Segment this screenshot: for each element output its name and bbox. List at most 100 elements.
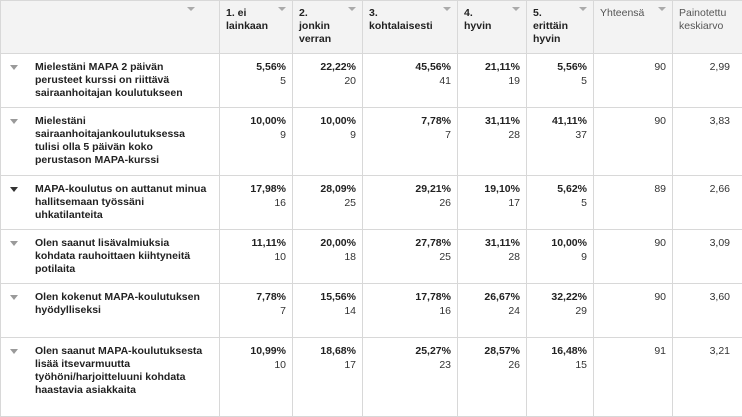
table-row: MAPA-koulutus on auttanut minua hallitse… <box>1 176 742 230</box>
count-value: 25 <box>363 250 457 264</box>
question-cell: MAPA-koulutus on auttanut minua hallitse… <box>1 176 220 230</box>
column-header-4-hyvin[interactable]: 4. hyvin <box>458 1 527 54</box>
column-header-painotettu-keskiarvo[interactable]: Painotettu keskiarvo <box>673 1 742 54</box>
count-value: 5 <box>527 196 593 210</box>
percent-value: 11,11% <box>220 230 292 250</box>
percent-value: 41,11% <box>527 108 593 128</box>
total-value: 89 <box>594 176 672 196</box>
percent-value: 25,27% <box>363 338 457 358</box>
total-value: 90 <box>594 108 672 128</box>
percent-value: 29,21% <box>363 176 457 196</box>
total-cell: 90 <box>594 230 673 284</box>
sort-arrow-icon[interactable] <box>348 7 356 11</box>
count-value: 28 <box>458 128 526 142</box>
question-text: Mielestäni sairaanhoitajankoulutuksessa … <box>1 108 219 174</box>
weighted-average-value: 3,60 <box>673 284 742 304</box>
expand-row-icon[interactable] <box>10 241 18 246</box>
answer-cell: 7,78%7 <box>220 284 293 338</box>
average-cell: 3,83 <box>673 108 742 176</box>
percent-value: 27,78% <box>363 230 457 250</box>
question-column-header[interactable] <box>1 1 220 54</box>
count-value: 18 <box>293 250 362 264</box>
column-header-label: 1. ei lainkaan <box>220 1 292 33</box>
count-value: 20 <box>293 74 362 88</box>
answer-cell: 26,67%24 <box>458 284 527 338</box>
percent-value: 45,56% <box>363 54 457 74</box>
answer-cell: 31,11%28 <box>458 230 527 284</box>
answer-cell: 10,00%9 <box>293 108 363 176</box>
percent-value: 5,56% <box>527 54 593 74</box>
count-value: 17 <box>293 358 362 372</box>
column-header-3-kohtalaisesti[interactable]: 3. kohtalaisesti <box>363 1 458 54</box>
percent-value: 32,22% <box>527 284 593 304</box>
count-value: 28 <box>458 250 526 264</box>
total-cell: 90 <box>594 108 673 176</box>
percent-value: 17,98% <box>220 176 292 196</box>
percent-value: 16,48% <box>527 338 593 358</box>
count-value: 17 <box>458 196 526 210</box>
weighted-average-value: 3,21 <box>673 338 742 358</box>
column-header-1-ei-lainkaan[interactable]: 1. ei lainkaan <box>220 1 293 54</box>
percent-value: 22,22% <box>293 54 362 74</box>
weighted-average-value: 2,99 <box>673 54 742 74</box>
question-text: Mielestäni MAPA 2 päivän perusteet kurss… <box>1 54 219 107</box>
percent-value: 21,11% <box>458 54 526 74</box>
question-text: Olen kokenut MAPA-koulutuksen hyödyllise… <box>1 284 219 324</box>
table-row: Olen saanut MAPA-koulutuksesta lisää its… <box>1 338 742 417</box>
column-header-label: 4. hyvin <box>458 1 526 33</box>
answer-cell: 32,22%29 <box>527 284 594 338</box>
count-value: 15 <box>527 358 593 372</box>
question-cell: Olen saanut lisävalmiuksia kohdata rauho… <box>1 230 220 284</box>
count-value: 9 <box>527 250 593 264</box>
sort-arrow-icon[interactable] <box>579 7 587 11</box>
percent-value: 28,57% <box>458 338 526 358</box>
average-cell: 3,60 <box>673 284 742 338</box>
column-header-label: 3. kohtalaisesti <box>363 1 457 33</box>
percent-value: 10,00% <box>220 108 292 128</box>
total-cell: 90 <box>594 54 673 108</box>
expand-row-icon[interactable] <box>10 349 18 354</box>
count-value: 26 <box>458 358 526 372</box>
percent-value: 31,11% <box>458 108 526 128</box>
percent-value: 10,00% <box>293 108 362 128</box>
expand-row-icon[interactable] <box>10 295 18 300</box>
answer-cell: 17,78%16 <box>363 284 458 338</box>
column-header-yhteensa[interactable]: Yhteensä <box>594 1 673 54</box>
weighted-average-value: 3,83 <box>673 108 742 128</box>
expand-row-icon[interactable] <box>10 65 18 70</box>
sort-arrow-icon[interactable] <box>278 7 286 11</box>
count-value: 16 <box>363 304 457 318</box>
table-row: Mielestäni sairaanhoitajankoulutuksessa … <box>1 108 742 176</box>
expand-row-icon[interactable] <box>10 119 18 124</box>
sort-arrow-icon[interactable] <box>443 7 451 11</box>
question-cell: Olen kokenut MAPA-koulutuksen hyödyllise… <box>1 284 220 338</box>
question-cell: Mielestäni sairaanhoitajankoulutuksessa … <box>1 108 220 176</box>
column-header-5-erittain-hyvin[interactable]: 5. erittäin hyvin <box>527 1 594 54</box>
sort-arrow-icon[interactable] <box>187 7 195 11</box>
answer-cell: 28,57%26 <box>458 338 527 417</box>
count-value: 14 <box>293 304 362 318</box>
count-value: 5 <box>527 74 593 88</box>
sort-arrow-icon[interactable] <box>658 7 666 11</box>
average-cell: 3,09 <box>673 230 742 284</box>
table-row: Mielestäni MAPA 2 päivän perusteet kurss… <box>1 54 742 108</box>
answer-cell: 45,56%41 <box>363 54 458 108</box>
weighted-average-value: 2,66 <box>673 176 742 196</box>
percent-value: 17,78% <box>363 284 457 304</box>
answer-cell: 41,11%37 <box>527 108 594 176</box>
percent-value: 31,11% <box>458 230 526 250</box>
count-value: 7 <box>363 128 457 142</box>
answer-cell: 5,56%5 <box>220 54 293 108</box>
percent-value: 28,09% <box>293 176 362 196</box>
count-value: 23 <box>363 358 457 372</box>
expand-row-icon[interactable] <box>10 187 18 192</box>
total-value: 90 <box>594 230 672 250</box>
answer-cell: 11,11%10 <box>220 230 293 284</box>
total-value: 91 <box>594 338 672 358</box>
question-cell: Olen saanut MAPA-koulutuksesta lisää its… <box>1 338 220 417</box>
answer-cell: 25,27%23 <box>363 338 458 417</box>
sort-arrow-icon[interactable] <box>512 7 520 11</box>
count-value: 9 <box>220 128 292 142</box>
column-header-2-jonkin-verran[interactable]: 2. jonkin verran <box>293 1 363 54</box>
